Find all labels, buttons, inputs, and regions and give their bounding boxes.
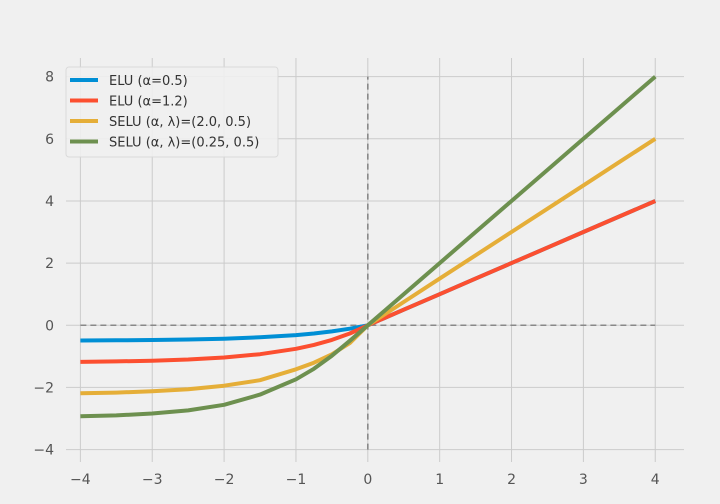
series-line	[80, 199, 657, 364]
y-tick-label: −4	[33, 443, 54, 459]
y-tick-labels: −4 −2 0 2 4 6 8	[33, 70, 54, 459]
series-layer	[80, 75, 657, 419]
x-tick-label: 1	[435, 472, 444, 488]
x-tick-label: 2	[507, 472, 516, 488]
legend-label: SELU (α, λ)=(0.25, 0.5)	[109, 136, 259, 151]
legend-box	[65, 66, 279, 158]
y-tick-label: 0	[45, 318, 54, 334]
x-tick-label: 3	[579, 472, 588, 488]
x-tick-label: −2	[214, 472, 235, 488]
y-tick-label: 2	[45, 256, 54, 272]
legend-label: SELU (α, λ)=(2.0, 0.5)	[109, 115, 251, 130]
x-tick-label: −3	[142, 472, 163, 488]
legend: ELU (α=0.5) ELU (α=1.2) SELU (α, λ)=(2.0, …	[65, 66, 279, 158]
x-tick-label: −4	[70, 472, 91, 488]
series-line	[80, 75, 657, 419]
x-tick-labels: −4 −3 −2 −1 0 1 2 3 4	[70, 472, 660, 488]
y-tick-label: 6	[45, 132, 54, 148]
x-tick-label: 4	[651, 472, 660, 488]
reference-lines	[80, 76, 656, 450]
y-tick-label: −2	[33, 380, 54, 396]
y-tick-label: 8	[45, 70, 54, 86]
y-tick-label: 4	[45, 194, 54, 210]
x-tick-label: −1	[286, 472, 307, 488]
legend-label: ELU (α=0.5)	[109, 74, 188, 89]
x-tick-label: 0	[363, 472, 372, 488]
legend-label: ELU (α=1.2)	[109, 95, 188, 110]
